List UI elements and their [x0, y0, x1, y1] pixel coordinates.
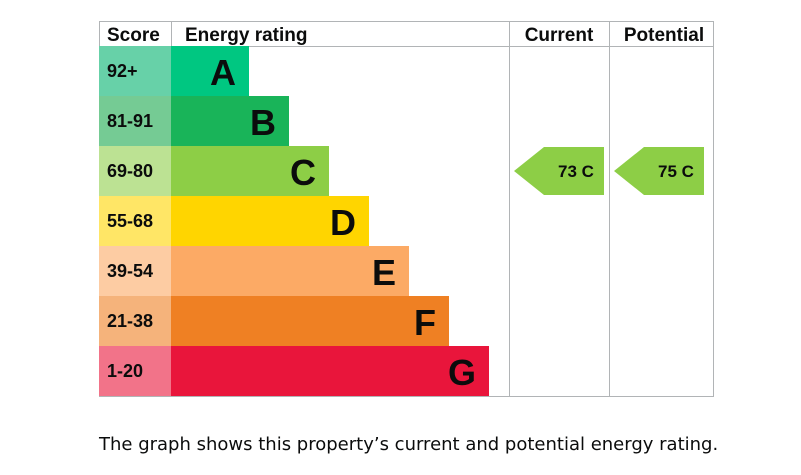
score-cell-c [99, 146, 171, 196]
score-range-b: 81-91 [107, 111, 153, 131]
rating-bands: 92+ A 81-91 B 69-80 C 55-68 D 39-54 E 21-38 F 1-20 G [99, 46, 489, 396]
score-cell-g [99, 346, 171, 396]
score-cell-b [99, 96, 171, 146]
chart-caption: The graph shows this property’s current … [99, 434, 719, 455]
current-rating-arrow [514, 147, 604, 195]
potential-rating-label: 75 C [658, 162, 694, 181]
rating-bar-b [171, 96, 289, 146]
score-range-d: 55-68 [107, 211, 153, 231]
header-potential: Potential [624, 25, 704, 46]
header-energy-rating: Energy rating [185, 25, 307, 46]
score-range-f: 21-38 [107, 311, 153, 331]
rating-letter-e: E [372, 252, 396, 293]
score-range-g: 1-20 [107, 361, 143, 381]
score-range-e: 39-54 [107, 261, 153, 281]
rating-letter-f: F [414, 302, 436, 343]
rating-letter-d: D [330, 202, 356, 243]
score-range-a: 92+ [107, 61, 138, 81]
score-cell-d [99, 196, 171, 246]
rating-bar-g [171, 346, 489, 396]
potential-rating-arrow [614, 147, 704, 195]
current-rating-label: 73 C [558, 162, 594, 181]
rating-bar-e [171, 246, 409, 296]
rating-bar-f [171, 296, 449, 346]
score-range-c: 69-80 [107, 161, 153, 181]
column-headers: Score Energy rating Current Potential [107, 25, 704, 46]
header-score: Score [107, 25, 160, 46]
rating-bar-d [171, 196, 369, 246]
rating-letter-g: G [448, 352, 476, 393]
rating-letter-a: A [210, 52, 236, 93]
score-cell-e [99, 246, 171, 296]
rating-letter-b: B [250, 102, 276, 143]
rating-bar-c [171, 146, 329, 196]
header-current: Current [525, 25, 594, 46]
rating-bar-a [171, 46, 249, 96]
rating-arrows: 73 C 75 C [514, 147, 704, 195]
score-cell-a [99, 46, 171, 96]
rating-letter-c: C [290, 152, 316, 193]
score-cell-f [99, 296, 171, 346]
